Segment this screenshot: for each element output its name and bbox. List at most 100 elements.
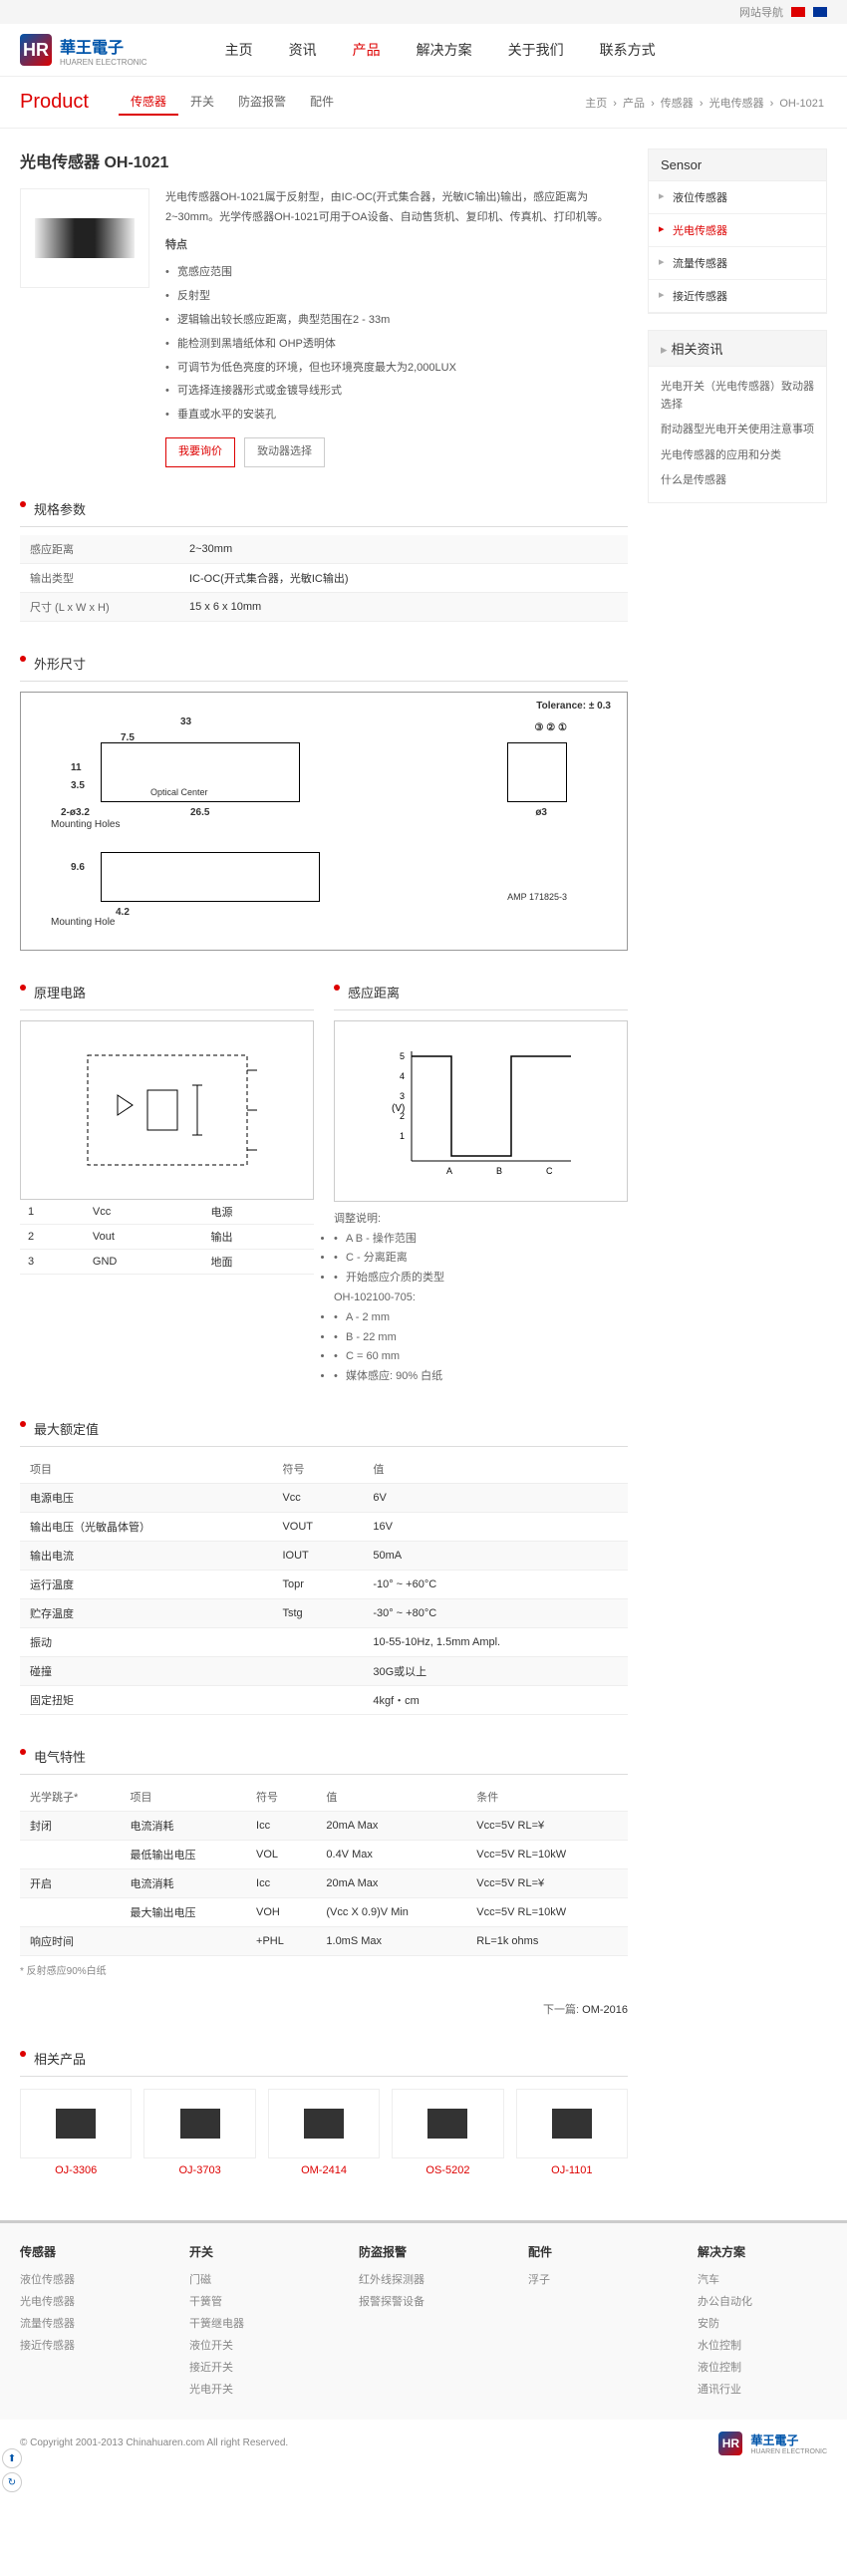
footer-link[interactable]: 门磁	[189, 2268, 319, 2290]
sidebar: Sensor 液位传感器光电传感器流量传感器接近传感器 ▸相关资讯 光电开关（光…	[648, 148, 827, 2200]
svg-text:C: C	[546, 1166, 553, 1176]
related-item[interactable]: OJ-3703	[143, 2089, 255, 2176]
sidebar-news-item[interactable]: 耐动器型光电开关使用注意事项	[661, 418, 814, 443]
sidebar-news-item[interactable]: 光电传感器的应用和分类	[661, 443, 814, 469]
nav-item[interactable]: 解决方案	[399, 32, 490, 68]
nav-item[interactable]: 资讯	[271, 32, 335, 68]
footer-link[interactable]: 光电传感器	[20, 2290, 149, 2312]
footer-logo-icon: HR	[718, 2432, 742, 2455]
product-intro: 光电传感器OH-1021属于反射型，由IC-OC(开式集合器，光敏IC输出)输出…	[20, 188, 628, 467]
related-item[interactable]: OJ-1101	[516, 2089, 628, 2176]
breadcrumb: 主页 › 产品 › 传感器 › 光电传感器 › OH-1021	[582, 95, 827, 111]
pin-table: 1Vcc电源2Vout输出3GND地面	[20, 1200, 314, 1275]
svg-text:1: 1	[400, 1131, 405, 1141]
svg-text:B: B	[496, 1166, 502, 1176]
footer-col: 开关门磁干簧管干簧继电器液位开关接近开关光电开关	[189, 2243, 319, 2400]
feature-item: 反射型	[165, 287, 628, 307]
sensor-visual-icon	[35, 218, 135, 258]
circuit-title: 原理电路	[20, 975, 314, 1010]
sidebar-sensor-item[interactable]: 光电传感器	[649, 214, 826, 247]
feature-item: 逻辑输出较长感应距离，典型范围在2 - 33m	[165, 311, 628, 331]
breadcrumb-row: Product 传感器开关防盗报警配件 主页 › 产品 › 传感器 › 光电传感…	[0, 77, 847, 129]
quote-button[interactable]: 我要询价	[165, 437, 235, 467]
related-item[interactable]: OS-5202	[392, 2089, 503, 2176]
features-title: 特点	[165, 236, 628, 256]
sensor-box: Sensor 液位传感器光电传感器流量传感器接近传感器	[648, 148, 827, 314]
flag-cn-icon[interactable]	[791, 7, 805, 17]
svg-text:4: 4	[400, 1071, 405, 1081]
circuit-diagram: ① ② ③	[20, 1020, 314, 1200]
sidebar-sensor-item[interactable]: 流量传感器	[649, 247, 826, 280]
nav-item[interactable]: 主页	[207, 32, 271, 68]
sidebar-sensor-item[interactable]: 液位传感器	[649, 181, 826, 214]
footer-link[interactable]: 流量传感器	[20, 2312, 149, 2334]
electrical-footnote: * 反射感应90%白纸	[20, 1962, 628, 1977]
flag-en-icon[interactable]	[813, 7, 827, 17]
logo-en: HUAREN ELECTRONIC	[60, 58, 147, 67]
nav-item[interactable]: 关于我们	[490, 32, 582, 68]
chart-svg-icon: (V) 5 4 3 2 1 A B C	[382, 1041, 581, 1181]
circuit-svg-icon: ① ② ③	[78, 1045, 257, 1175]
breadcrumb-link[interactable]: 传感器	[661, 98, 694, 110]
sidebar-sensor-item[interactable]: 接近传感器	[649, 280, 826, 313]
related-item[interactable]: OM-2414	[268, 2089, 380, 2176]
scroll-top-button[interactable]: ⬆	[2, 2448, 22, 2468]
content: 光电传感器 OH-1021 光电传感器OH-1021属于反射型，由IC-OC(开…	[20, 148, 648, 2200]
main-nav: 主页资讯产品解决方案关于我们联系方式	[207, 32, 674, 68]
footer-link[interactable]: 办公自动化	[698, 2290, 827, 2312]
logo-icon: HR	[20, 34, 52, 66]
sidebar-news-item[interactable]: 光电开关（光电传感器）致动器选择	[661, 375, 814, 418]
tab[interactable]: 配件	[298, 89, 346, 116]
next-product-link[interactable]: OM-2016	[582, 2004, 628, 2016]
sensor-box-title: Sensor	[649, 149, 826, 181]
selector-button[interactable]: 致动器选择	[244, 437, 325, 467]
chevron-icon: ▸	[661, 342, 668, 357]
related-item[interactable]: OJ-3306	[20, 2089, 132, 2176]
footer-link[interactable]: 水位控制	[698, 2334, 827, 2356]
svg-text:5: 5	[400, 1051, 405, 1061]
dimensions-diagram: Tolerance: ± 0.3 33 7.5 11 3.5 2-ø3.2 Mo…	[20, 692, 628, 951]
circuit-row: 原理电路 ① ② ③	[20, 975, 628, 1387]
footer-col: 传感器液位传感器光电传感器流量传感器接近传感器	[20, 2243, 149, 2400]
next-link: 下一篇: OM-2016	[20, 2001, 628, 2017]
tab[interactable]: 传感器	[119, 89, 178, 116]
electrical-title: 电气特性	[20, 1739, 628, 1775]
tab[interactable]: 防盗报警	[226, 89, 298, 116]
logo-cn: 華王電子	[60, 34, 147, 58]
spec-section: 规格参数 感应距离2~30mm输出类型IC-OC(开式集合器，光敏IC输出)尺寸…	[20, 491, 628, 622]
nav-label[interactable]: 网站导航	[739, 4, 783, 20]
breadcrumb-link[interactable]: 光电传感器	[709, 98, 764, 110]
news-list: 光电开关（光电传感器）致动器选择耐动器型光电开关使用注意事项光电传感器的应用和分…	[649, 367, 826, 502]
footer-link[interactable]: 液位控制	[698, 2356, 827, 2378]
distance-notes: 调整说明: A B - 操作范围C - 分离距离开始感应介质的类型 OH-102…	[334, 1210, 628, 1387]
footer-link[interactable]: 接近传感器	[20, 2334, 149, 2356]
footer-link[interactable]: 浮子	[528, 2268, 658, 2290]
footer-link[interactable]: 干簧继电器	[189, 2312, 319, 2334]
footer-link[interactable]: 干簧管	[189, 2290, 319, 2312]
footer-link[interactable]: 报警探警设备	[359, 2290, 488, 2312]
logo[interactable]: HR 華王電子 HUAREN ELECTRONIC	[20, 34, 147, 67]
footer-link[interactable]: 光电开关	[189, 2378, 319, 2400]
footer-bottom: © Copyright 2001-2013 Chinahuaren.com Al…	[0, 2420, 847, 2467]
nav-item[interactable]: 联系方式	[582, 32, 674, 68]
feature-item: 可调节为低色亮度的环境，但也环境亮度最大为2,000LUX	[165, 359, 628, 379]
features-list: 宽感应范围反射型逻辑输出较长感应距离，典型范围在2 - 33m能检测到黑墙纸体和…	[165, 263, 628, 426]
dim-box-bottom	[101, 852, 320, 902]
footer-link[interactable]: 红外线探测器	[359, 2268, 488, 2290]
dimensions-title: 外形尺寸	[20, 646, 628, 682]
sidebar-news-item[interactable]: 什么是传感器	[661, 468, 814, 494]
footer-link[interactable]: 汽车	[698, 2268, 827, 2290]
footer-link[interactable]: 液位传感器	[20, 2268, 149, 2290]
refresh-button[interactable]: ↻	[2, 2472, 22, 2492]
breadcrumb-link[interactable]: 产品	[623, 98, 645, 110]
footer-link[interactable]: 液位开关	[189, 2334, 319, 2356]
spec-title: 规格参数	[20, 491, 628, 527]
copyright: © Copyright 2001-2013 Chinahuaren.com Al…	[20, 2437, 288, 2448]
breadcrumb-link[interactable]: OH-1021	[779, 98, 824, 110]
tab[interactable]: 开关	[178, 89, 226, 116]
breadcrumb-link[interactable]: 主页	[585, 98, 607, 110]
footer-link[interactable]: 通讯行业	[698, 2378, 827, 2400]
footer-link[interactable]: 接近开关	[189, 2356, 319, 2378]
nav-item[interactable]: 产品	[335, 32, 399, 68]
footer-link[interactable]: 安防	[698, 2312, 827, 2334]
